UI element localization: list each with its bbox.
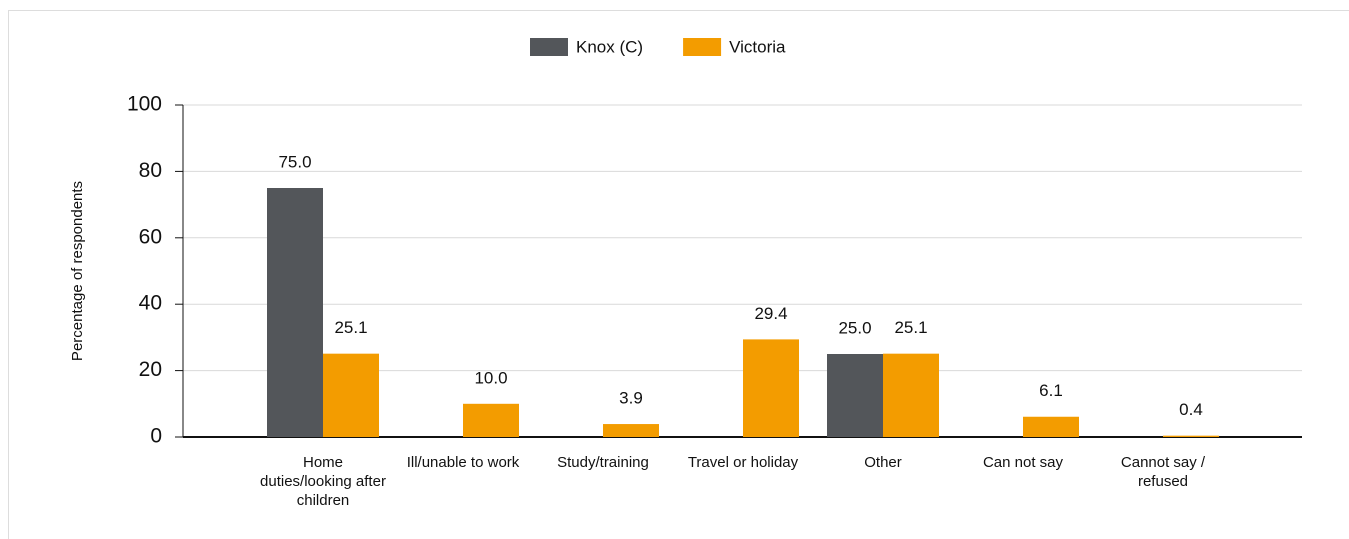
data-label: 6.1 xyxy=(1039,381,1063,400)
bar xyxy=(1023,416,1079,437)
data-label: 75.0 xyxy=(278,152,311,171)
legend-swatch xyxy=(683,38,722,56)
bar xyxy=(743,339,799,437)
legend-label: Victoria xyxy=(729,37,786,56)
bar xyxy=(267,188,323,437)
x-tick-label: Study/training xyxy=(557,454,649,471)
x-tick-label: Other xyxy=(864,454,902,471)
bar xyxy=(1163,435,1219,437)
x-tick-label: Travel or holiday xyxy=(687,454,799,471)
y-tick-label: 0 xyxy=(150,425,162,448)
bar xyxy=(323,353,379,437)
data-label: 25.1 xyxy=(894,318,927,337)
y-axis-title: Percentage of respondents xyxy=(69,181,86,361)
bar xyxy=(463,403,519,437)
y-tick-label: 80 xyxy=(139,159,162,182)
y-tick-label: 40 xyxy=(139,292,162,315)
data-label: 0.4 xyxy=(1179,400,1203,419)
x-tick-label: Ill/unable to work xyxy=(406,454,520,471)
data-label: 10.0 xyxy=(474,368,507,387)
y-tick-label: 20 xyxy=(139,358,162,381)
data-label: 29.4 xyxy=(754,304,787,323)
data-label: 3.9 xyxy=(619,389,643,408)
x-tick-label: Home duties/looking after children xyxy=(260,454,386,509)
bar xyxy=(827,354,883,437)
y-tick-label: 100 xyxy=(127,93,162,116)
frame xyxy=(8,10,1349,539)
data-label: 25.0 xyxy=(838,318,871,337)
y-tick-label: 60 xyxy=(139,225,162,248)
legend-label: Knox (C) xyxy=(576,37,643,56)
x-tick-label: Can not say xyxy=(982,454,1064,471)
x-tick-label: Cannot say / refused xyxy=(1120,454,1206,490)
bar xyxy=(603,424,659,437)
bar xyxy=(883,353,939,437)
data-label: 25.1 xyxy=(334,318,367,337)
legend-swatch xyxy=(530,38,568,56)
